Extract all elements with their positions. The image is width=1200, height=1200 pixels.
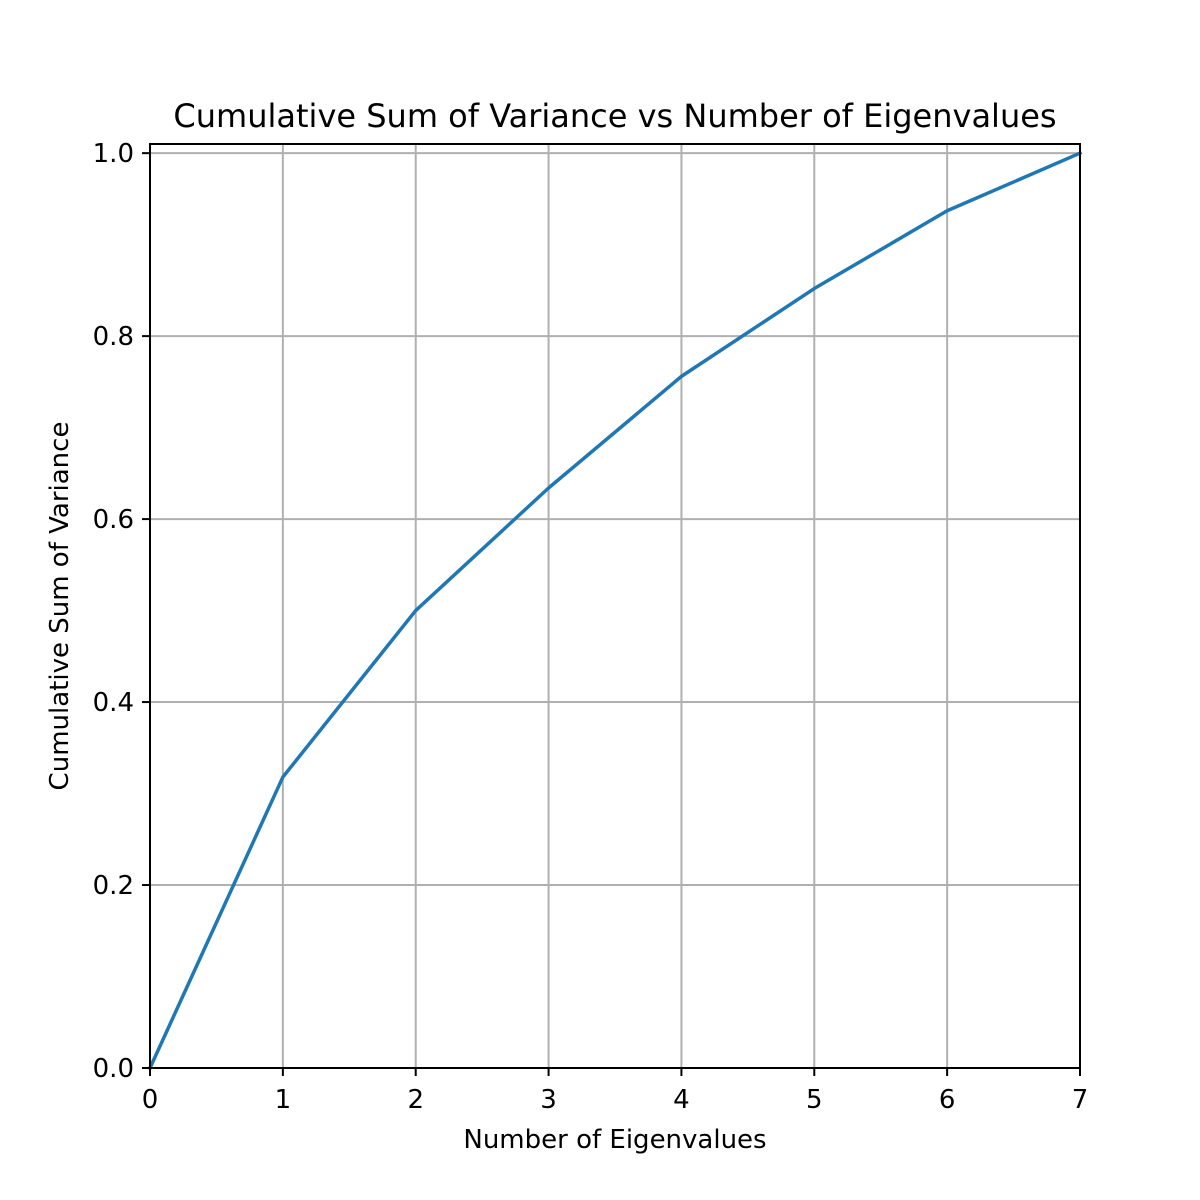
x-tick-label: 3 (540, 1085, 557, 1115)
y-tick-label: 1.0 (93, 139, 134, 169)
x-tick-label: 2 (407, 1085, 424, 1115)
y-tick-label: 0.0 (93, 1054, 134, 1084)
axes-frame (149, 143, 1081, 1069)
ticks: 0 1 2 3 4 5 6 7 0.0 0.2 0.4 0.6 0.8 1.0 (93, 139, 1089, 1115)
series-layer (147, 150, 1083, 1071)
x-tick-label: 6 (939, 1085, 956, 1115)
y-tick-label: 0.4 (93, 688, 134, 718)
chart-title: Cumulative Sum of Variance vs Number of … (173, 97, 1056, 135)
x-tick-label: 1 (275, 1085, 292, 1115)
x-axis-label: Number of Eigenvalues (463, 1125, 766, 1155)
y-axis-label: Cumulative Sum of Variance (45, 422, 75, 791)
series-line (147, 150, 1083, 1071)
y-tick-label: 0.8 (93, 322, 134, 352)
y-tick-label: 0.6 (93, 505, 134, 535)
y-tick-label: 0.2 (93, 871, 134, 901)
x-tick-label: 4 (673, 1085, 690, 1115)
x-tick-label: 0 (142, 1085, 159, 1115)
x-tick-label: 7 (1072, 1085, 1089, 1115)
x-tick-label: 5 (806, 1085, 823, 1115)
